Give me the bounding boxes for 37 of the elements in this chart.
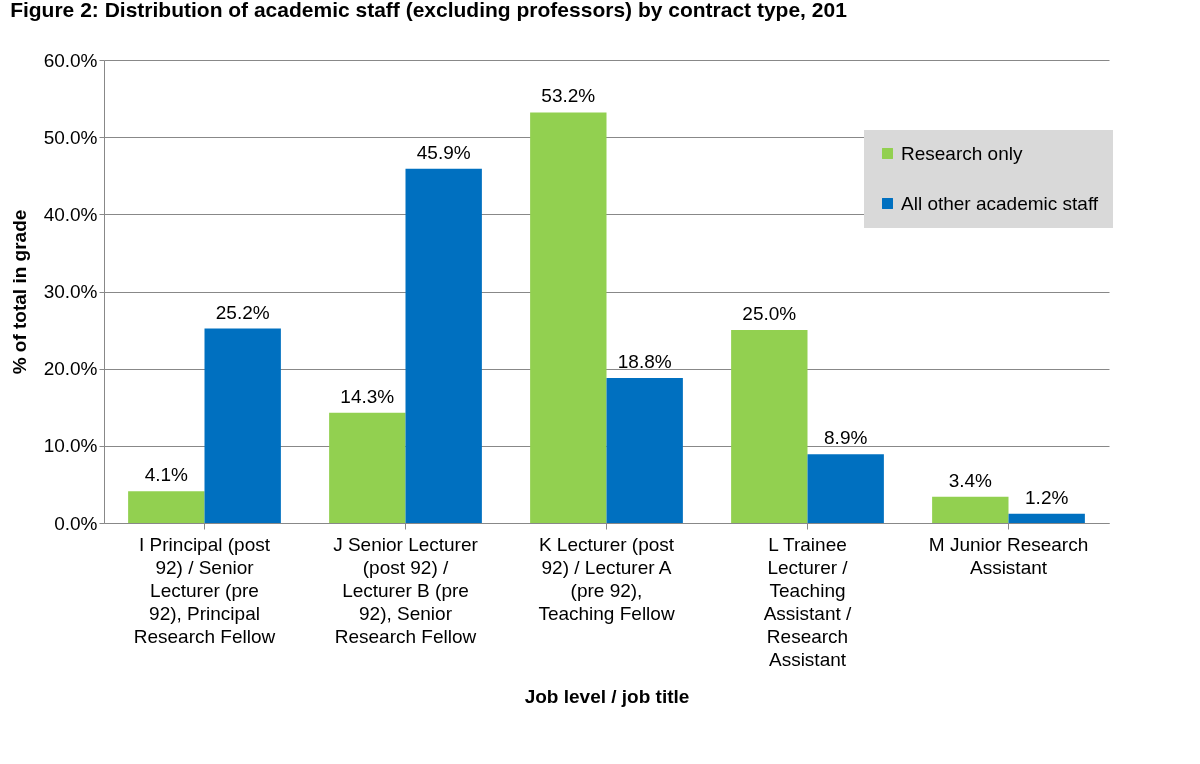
y-tick-label: 20.0% <box>43 358 98 380</box>
chart-title: Figure 2: Distribution of academic staff (excluding professors) by contract type, 201 <box>10 0 848 21</box>
y-tick-label: 10.0% <box>43 435 98 457</box>
bar <box>530 112 607 523</box>
x-tick-label: L Trainee Lecturer / Teaching Assistant / Research Assistant <box>763 533 853 670</box>
bar <box>606 377 683 523</box>
y-tick-label: 30.0% <box>43 281 98 302</box>
data-label: 53.2% <box>541 85 596 107</box>
bar <box>1008 513 1085 523</box>
bar <box>128 491 205 523</box>
x-axis-title: Job level / job title <box>524 685 690 707</box>
y-tick-label: 50.0% <box>43 126 98 148</box>
data-label: 14.3% <box>340 385 395 407</box>
data-label: 18.8% <box>617 350 672 372</box>
data-label: 8.9% <box>824 427 868 449</box>
data-label: 25.2% <box>215 301 270 323</box>
bar <box>932 496 1009 523</box>
y-tick-label: 40.0% <box>43 203 98 225</box>
data-label: 3.4% <box>948 469 993 491</box>
x-tick-label: J Senior Lecturer (post 92) / Lecturer B (pre 92), Senior Research Fellow <box>333 533 479 647</box>
data-label: 1.2% <box>1025 486 1069 508</box>
y-tick-label: 60.0% <box>43 49 98 71</box>
y-axis-title: % of total in grade <box>8 209 30 375</box>
data-label: 4.1% <box>144 464 189 486</box>
bar <box>405 168 482 523</box>
bar <box>731 330 808 523</box>
data-label: 25.0% <box>742 303 797 325</box>
bar <box>807 454 884 523</box>
x-tick-label: K Lecturer (post 92) / Lecturer A (pre 92), Teaching Fellow <box>538 533 675 624</box>
x-tick-label: I Principal (post 92) / Senior Lecturer (pre 92), Principal Research Fellow <box>133 533 276 647</box>
bar <box>204 328 281 523</box>
legend-label: Research only <box>901 142 1023 164</box>
bar <box>329 412 406 523</box>
y-tick-label: 0.0% <box>54 512 98 534</box>
data-label: 45.9% <box>416 141 471 163</box>
legend-label: All other academic staff <box>901 192 1099 214</box>
x-tick-label: M Junior Research Assistant <box>928 533 1089 578</box>
